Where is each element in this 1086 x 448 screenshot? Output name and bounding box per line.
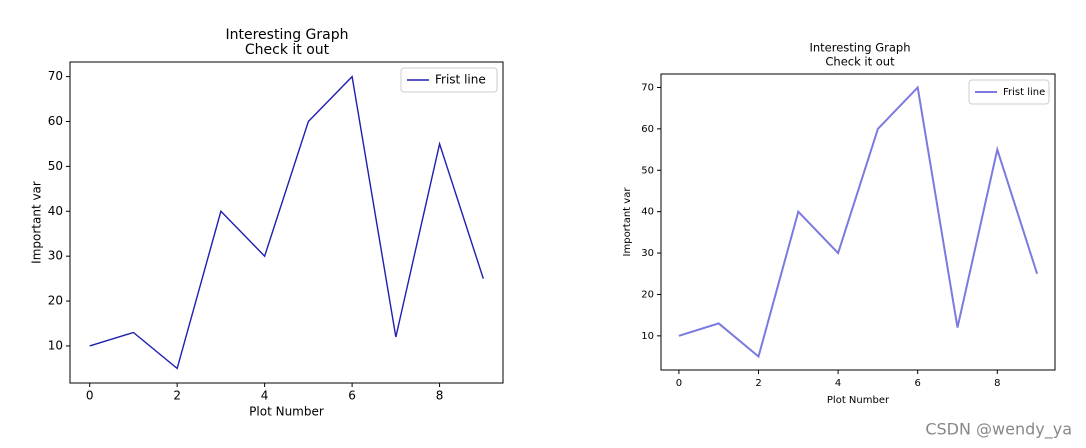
legend-label: Frist line <box>1003 87 1045 98</box>
chart-subtitle: Check it out <box>825 55 895 69</box>
y-tick-label: 60 <box>48 114 63 128</box>
x-tick-label: 6 <box>348 389 356 403</box>
y-axis-label: Important var <box>622 187 633 257</box>
plot-area <box>660 73 1056 371</box>
x-axis-label: Plot Number <box>249 405 324 419</box>
x-tick-label: 8 <box>994 378 1000 389</box>
x-tick-label: 6 <box>915 378 921 389</box>
legend-box <box>400 67 498 93</box>
y-tick-label: 30 <box>641 248 654 259</box>
x-tick-label: 2 <box>755 378 761 389</box>
chart-title: Interesting Graph <box>809 41 910 55</box>
x-tick-label: 4 <box>261 389 269 403</box>
x-tick-label: 8 <box>436 389 444 403</box>
legend-label: Frist line <box>435 73 486 87</box>
y-tick-label: 40 <box>48 204 63 218</box>
y-tick-label: 20 <box>48 294 63 308</box>
y-tick-label: 70 <box>48 69 63 83</box>
plot-area <box>69 61 504 384</box>
y-tick-label: 70 <box>641 82 654 93</box>
chart-title: Interesting Graph <box>226 27 349 43</box>
chart-subtitle: Check it out <box>245 42 330 58</box>
watermark: CSDN @wendy_ya <box>925 420 1072 440</box>
y-tick-label: 10 <box>641 331 654 342</box>
y-tick-label: 20 <box>641 289 654 300</box>
y-tick-label: 10 <box>48 338 63 352</box>
legend-box <box>968 79 1050 105</box>
x-tick-label: 4 <box>835 378 841 389</box>
y-tick-label: 40 <box>641 207 654 218</box>
x-tick-label: 0 <box>86 389 94 403</box>
y-tick-label: 50 <box>48 159 63 173</box>
x-axis-label: Plot Number <box>827 395 890 406</box>
data-line <box>89 75 484 370</box>
y-tick-label: 60 <box>641 124 654 135</box>
y-tick-label: 50 <box>641 165 654 176</box>
data-line <box>678 85 1039 359</box>
y-tick-label: 30 <box>48 249 63 263</box>
x-tick-label: 0 <box>676 378 682 389</box>
y-axis-label: Important var <box>30 181 44 264</box>
x-tick-label: 2 <box>173 389 181 403</box>
